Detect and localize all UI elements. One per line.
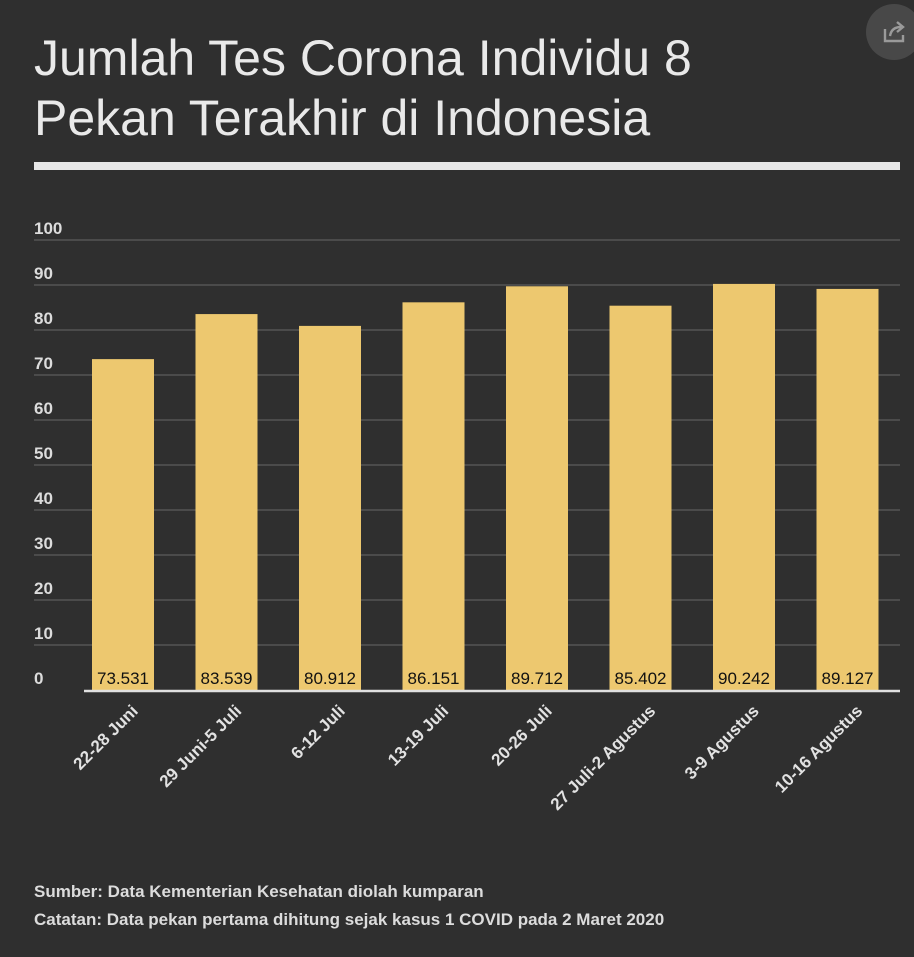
bar	[609, 305, 672, 690]
bar	[92, 359, 154, 690]
x-tick-label: 20-26 Juli	[488, 701, 556, 769]
x-tick-label: 6-12 Juli	[287, 701, 349, 763]
y-tick-label: 0	[34, 669, 43, 688]
caption-note: Catatan: Data pekan pertama dihitung sej…	[34, 910, 665, 929]
y-tick-label: 90	[34, 264, 53, 283]
y-tick-label: 30	[34, 534, 53, 553]
data-label: 86.151	[408, 669, 460, 688]
y-tick-label: 20	[34, 579, 53, 598]
data-label: 89.712	[511, 669, 563, 688]
data-label: 85.402	[615, 669, 667, 688]
data-label: 73.531	[97, 669, 149, 688]
y-tick-label: 60	[34, 399, 53, 418]
y-tick-label: 50	[34, 444, 53, 463]
bar-chart: 0 10 20 30 40 50 60 70 80 90 100 73.531 83.539 80.912…	[34, 219, 900, 814]
y-tick-label: 100	[34, 219, 62, 238]
data-label: 89.127	[822, 669, 874, 688]
source-note: Sumber: Data Kementerian Kesehatan diola…	[34, 882, 484, 901]
chart-footer: Sumber: Data Kementerian Kesehatan diola…	[34, 878, 664, 934]
x-tick-label: 29 Juni-5 Juli	[156, 701, 246, 791]
bar	[506, 286, 568, 690]
x-tick-label: 13-19 Juli	[384, 701, 452, 769]
x-tick-label: 3-9 Agustus	[681, 701, 763, 783]
y-tick-label: 10	[34, 624, 53, 643]
share-icon	[883, 21, 905, 43]
chart-title: Jumlah Tes Corona Individu 8 Pekan Terak…	[34, 30, 692, 146]
title-divider	[34, 162, 900, 170]
x-tick-label: 22-28 Juni	[70, 701, 142, 773]
data-label: 90.242	[718, 669, 770, 688]
data-label: 80.912	[304, 669, 356, 688]
x-tick-label: 10-16 Agustus	[771, 701, 866, 796]
bar	[713, 283, 775, 690]
bar	[195, 314, 258, 690]
y-tick-label: 70	[34, 354, 53, 373]
bar	[299, 325, 361, 690]
y-tick-label: 80	[34, 309, 53, 328]
bar	[816, 288, 879, 690]
data-label: 83.539	[201, 669, 253, 688]
share-button[interactable]	[866, 4, 914, 60]
x-tick-label: 27 Juli-2 Agustus	[547, 701, 660, 814]
bar	[402, 302, 465, 690]
y-tick-label: 40	[34, 489, 53, 508]
